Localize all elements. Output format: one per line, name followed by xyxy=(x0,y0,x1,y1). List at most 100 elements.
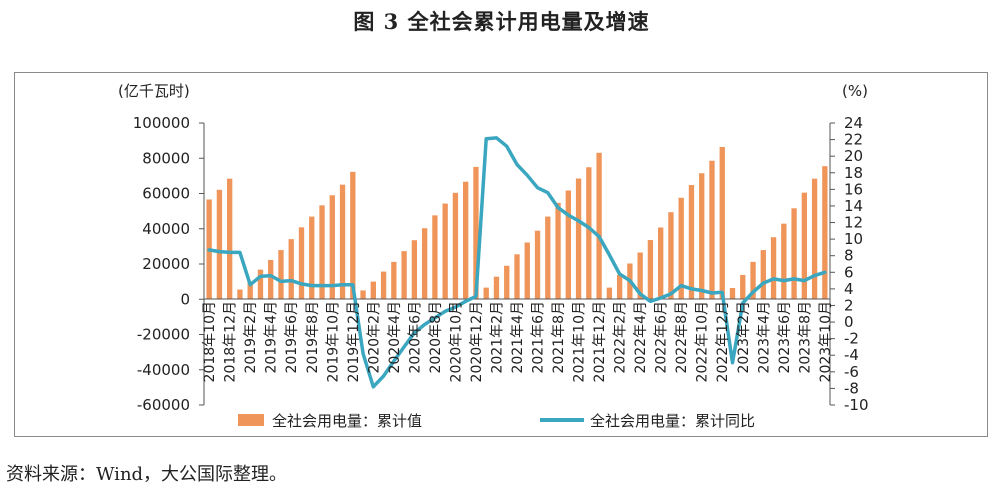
bar-2019年6月 xyxy=(288,239,294,299)
right-tick-label: -4 xyxy=(844,346,859,364)
bar-2023年8月 xyxy=(801,192,808,299)
bar-2022年12月 xyxy=(719,146,725,299)
bar-2018年12月 xyxy=(226,178,233,299)
legend-swatch-bar xyxy=(238,414,264,426)
bar-2021年8月 xyxy=(555,202,561,299)
right-tick-label: -2 xyxy=(844,330,859,348)
right-tick-label: 12 xyxy=(844,214,863,232)
source-note: 资料来源：Wind，大公国际整理。 xyxy=(6,464,288,485)
bar-2022年11月 xyxy=(709,160,715,299)
right-tick-label: 18 xyxy=(844,164,863,182)
bar-2019年2月 xyxy=(247,281,253,299)
x-tick-label: 2022年8月 xyxy=(674,301,690,374)
bar-series xyxy=(206,146,828,299)
bar-2020年4月 xyxy=(391,261,397,299)
bar-2023年5月 xyxy=(770,237,777,299)
right-tick-label: -6 xyxy=(844,363,859,381)
right-tick-label: 4 xyxy=(844,280,854,298)
bar-2021年10月 xyxy=(575,178,582,299)
x-tick-label: 2019年12月 xyxy=(346,301,362,382)
x-tick-label: 2019年2月 xyxy=(243,301,259,374)
bar-2022年5月 xyxy=(647,240,654,299)
x-tick-label: 2020年10月 xyxy=(448,301,464,382)
bar-2020年8月 xyxy=(432,215,438,299)
right-tick-label: 22 xyxy=(844,131,863,149)
x-tick-label: 2023年8月 xyxy=(797,301,813,374)
bar-2020年10月 xyxy=(452,192,459,299)
legend-label-line: 全社会用电量：累计同比 xyxy=(590,412,755,430)
bar-2021年12月 xyxy=(596,152,602,299)
growth-line xyxy=(207,136,827,389)
bar-2019年3月 xyxy=(257,269,264,299)
left-tick-label: 100000 xyxy=(133,114,190,132)
bar-2023年10月 xyxy=(822,166,828,299)
x-tick-label: 2021年4月 xyxy=(510,301,526,374)
right-tick-label: 10 xyxy=(844,230,863,248)
bar-2019年1月 xyxy=(237,289,243,299)
bar-2021年9月 xyxy=(565,190,571,299)
x-tick-label: 2022年12月 xyxy=(715,301,731,382)
left-tick-label: -20000 xyxy=(137,326,190,344)
right-tick-label: -8 xyxy=(844,379,859,397)
left-tick-label: -40000 xyxy=(137,361,190,379)
left-tick-label: 60000 xyxy=(142,185,190,203)
chart-frame xyxy=(14,72,988,437)
right-tick-label: 8 xyxy=(844,247,854,265)
bar-2021年1月 xyxy=(483,287,489,299)
line-series xyxy=(207,136,827,389)
bar-2020年11月 xyxy=(463,181,469,299)
x-tick-label: 2022年10月 xyxy=(695,301,711,382)
bar-2023年3月 xyxy=(750,261,756,299)
x-tick-label: 2021年6月 xyxy=(531,301,547,374)
bar-2023年1月 xyxy=(729,287,736,299)
x-tick-label: 2018年12月 xyxy=(223,301,239,382)
bar-2019年11月 xyxy=(339,184,346,299)
bar-2021年4月 xyxy=(514,254,520,299)
bar-2020年9月 xyxy=(442,203,448,299)
left-axis-unit: (亿千瓦时) xyxy=(118,82,190,100)
bar-2023年2月 xyxy=(740,274,746,299)
x-tick-label: 2021年10月 xyxy=(572,301,588,382)
bar-2023年4月 xyxy=(760,250,766,299)
bar-2022年7月 xyxy=(668,212,674,299)
bar-2021年11月 xyxy=(586,167,592,299)
x-tick-label: 2022年2月 xyxy=(613,301,629,374)
bar-2022年1月 xyxy=(606,287,613,299)
bar-2021年6月 xyxy=(534,230,541,299)
left-tick-label: 80000 xyxy=(142,149,190,167)
left-tick-label: -60000 xyxy=(137,396,190,414)
right-tick-label: 14 xyxy=(844,197,863,215)
legend: 全社会用电量：累计值 全社会用电量：累计同比 xyxy=(238,412,755,430)
x-tick-label: 2023年4月 xyxy=(756,301,772,374)
page-title: 图 3 全社会累计用电量及增速 xyxy=(353,9,650,34)
left-tick-label: 40000 xyxy=(142,220,190,238)
bar-2019年4月 xyxy=(268,259,274,299)
bar-2020年1月 xyxy=(360,290,366,299)
bar-2019年9月 xyxy=(319,205,325,299)
bar-2023年6月 xyxy=(781,223,787,299)
x-tick-label: 2023年2月 xyxy=(736,301,752,374)
bar-2020年7月 xyxy=(421,228,428,299)
bar-2018年11月 xyxy=(216,189,223,299)
x-tick-label: 2021年12月 xyxy=(592,301,608,382)
x-tick-label: 2022年6月 xyxy=(654,301,670,374)
bar-2022年9月 xyxy=(688,185,695,299)
x-tick-label: 2019年4月 xyxy=(264,301,280,374)
right-tick-label: 16 xyxy=(844,180,863,198)
x-tick-label: 2021年2月 xyxy=(489,301,505,374)
right-tick-label: 6 xyxy=(844,263,854,281)
bar-2020年2月 xyxy=(370,281,376,299)
x-tick-label: 2020年4月 xyxy=(387,301,403,374)
bar-2019年12月 xyxy=(350,171,356,299)
x-tick-label: 2019年6月 xyxy=(284,301,300,374)
right-tick-label: 24 xyxy=(844,114,863,132)
x-tick-label: 2020年8月 xyxy=(428,301,444,374)
right-tick-label: 2 xyxy=(844,296,854,314)
x-tick-label: 2019年10月 xyxy=(325,301,341,382)
x-tick-label: 2020年6月 xyxy=(407,301,423,374)
bar-2022年10月 xyxy=(699,173,705,299)
bar-2021年5月 xyxy=(524,242,530,299)
x-axis-ticks: 2018年10月 2018年12月 2019年2月 2019年4月 2019年6月 201… xyxy=(202,301,834,382)
bar-2023年7月 xyxy=(791,208,797,299)
